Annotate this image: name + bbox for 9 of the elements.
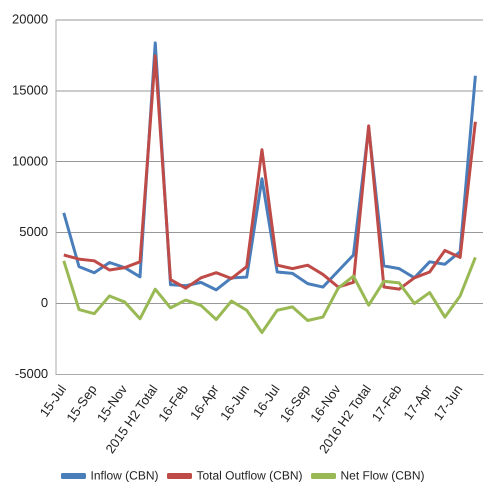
y-tick-label: 10000	[12, 153, 48, 168]
y-tick-label: -5000	[14, 366, 48, 381]
y-tick-label: 0	[40, 295, 48, 310]
y-tick-label: 20000	[12, 12, 48, 27]
legend-label: Inflow (CBN)	[90, 468, 158, 482]
y-tick-label: 15000	[12, 82, 48, 98]
legend-label: Net Flow (CBN)	[340, 468, 425, 482]
y-tick-label: 5000	[19, 224, 48, 240]
legend-label: Total Outflow (CBN)	[196, 468, 303, 482]
